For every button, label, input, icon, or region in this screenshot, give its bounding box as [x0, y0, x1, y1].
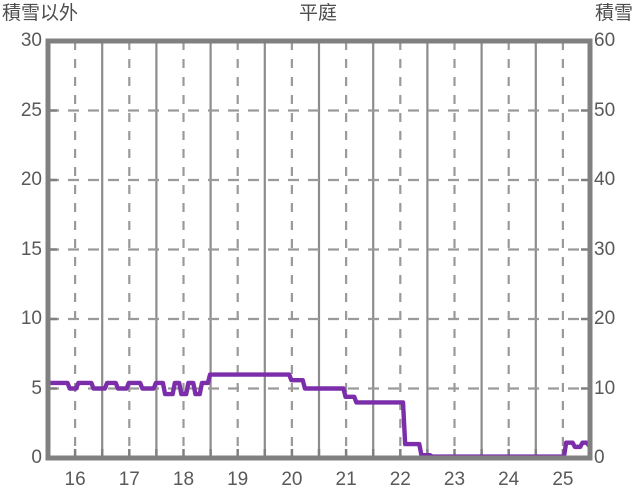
left-tick-label: 30: [20, 30, 42, 51]
x-tick-label: 24: [498, 469, 520, 490]
left-tick-label: 25: [20, 99, 42, 121]
right-tick-label: 20: [594, 308, 616, 329]
left-tick-label: 0: [31, 447, 42, 468]
x-tick-label: 25: [552, 469, 574, 490]
right-tick-label: 0: [594, 447, 605, 468]
right-tick-label: 50: [594, 99, 616, 121]
x-tick-label: 19: [227, 469, 249, 490]
plot-frame: [45, 38, 593, 461]
left-axis-title: 積雪以外: [2, 3, 79, 24]
right-tick-label: 60: [594, 30, 616, 51]
x-tick-label: 17: [118, 469, 140, 490]
x-tick-label: 20: [281, 469, 303, 490]
left-tick-label: 10: [20, 308, 42, 329]
left-tick-label: 15: [20, 238, 42, 260]
x-tick-label: 23: [443, 469, 466, 490]
left-tick-label: 5: [31, 377, 42, 399]
x-tick-label: 21: [335, 469, 357, 490]
right-tick-label: 30: [594, 238, 616, 260]
x-tick-label: 22: [389, 469, 411, 490]
right-tick-label: 10: [594, 377, 616, 399]
x-tick-label: 18: [172, 469, 195, 490]
chart-title: 平庭: [298, 3, 337, 24]
right-tick-label: 40: [594, 169, 616, 190]
snow-depth-line: [48, 372, 592, 459]
left-tick-label: 20: [20, 169, 42, 190]
x-tick-label: 16: [64, 469, 86, 490]
right-axis-title: 積雪: [594, 3, 633, 24]
